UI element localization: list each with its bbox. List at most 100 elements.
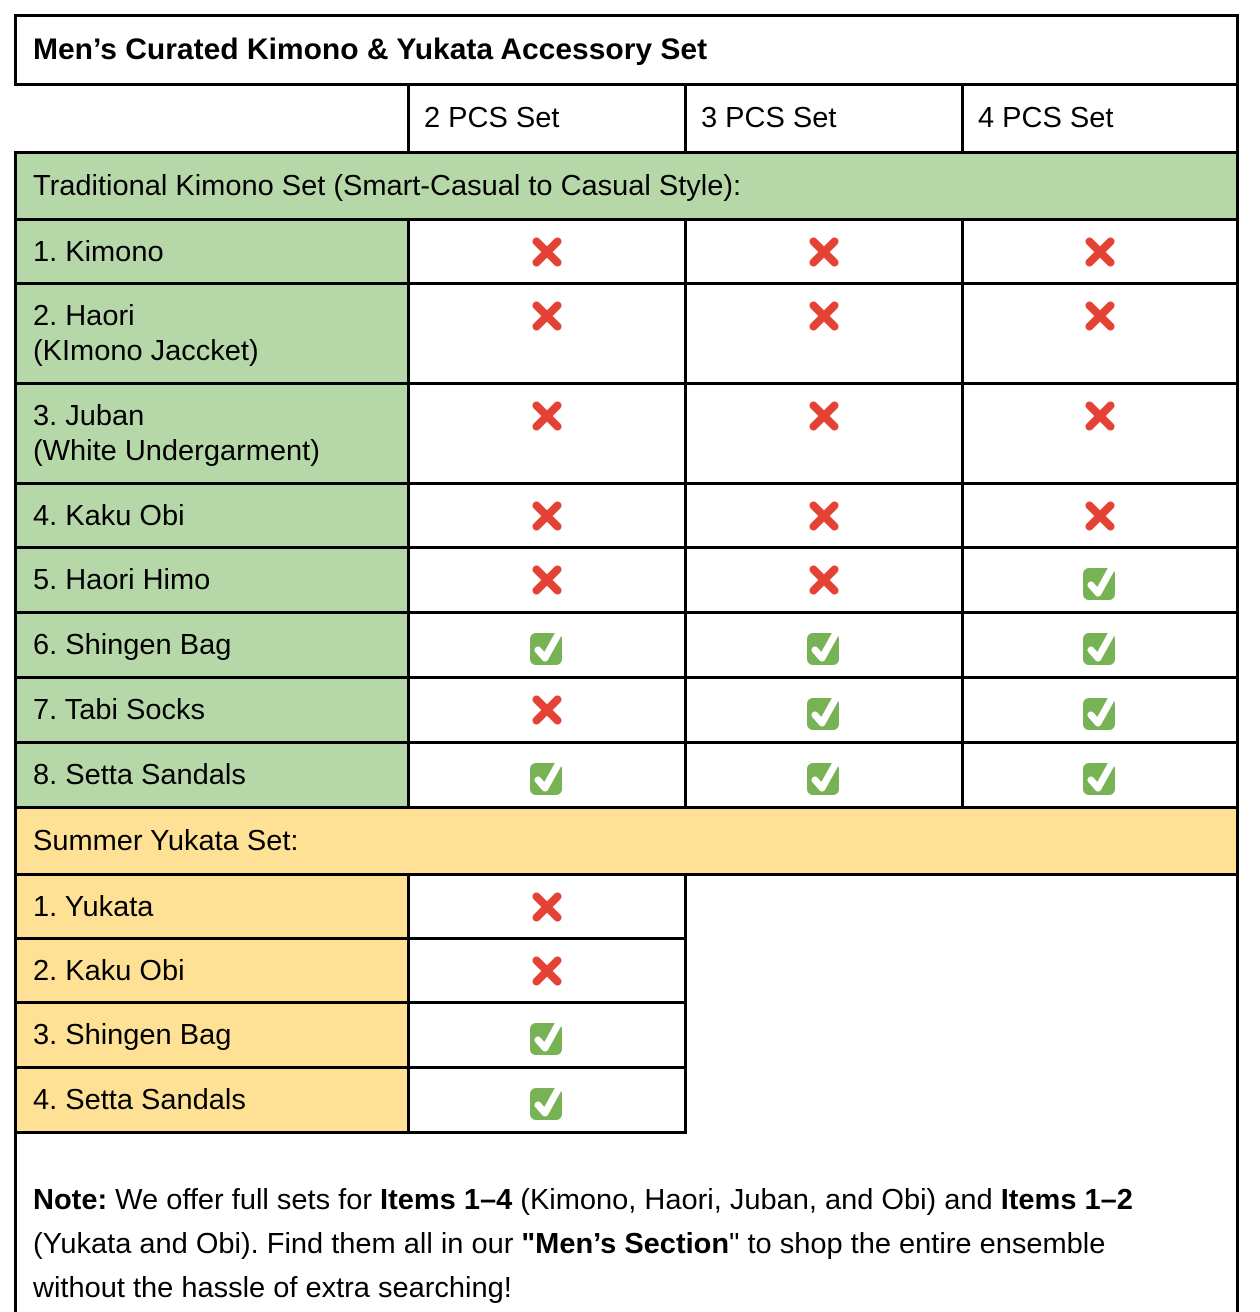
cross-mark-icon xyxy=(532,695,562,725)
row-label: 3. Juban (White Undergarment) xyxy=(14,382,410,485)
cross-mark-icon xyxy=(1085,237,1115,267)
cross-mark-cell xyxy=(960,382,1240,485)
table-row: 7. Tabi Socks xyxy=(14,676,1240,744)
cross-mark-cell xyxy=(960,218,1240,285)
cross-mark-icon xyxy=(532,501,562,531)
note-bold-text: Note: xyxy=(33,1184,108,1216)
check-mark-cell xyxy=(960,676,1240,744)
title-row: Men’s Curated Kimono & Yukata Accessory … xyxy=(13,14,1240,86)
cross-mark-cell xyxy=(407,873,687,940)
check-mark-cell xyxy=(684,611,964,679)
check-mark-cell xyxy=(684,676,964,744)
note-bold-text: Items 1–2 xyxy=(1000,1184,1133,1216)
row-label: 2. Kaku Obi xyxy=(14,937,410,1004)
cross-mark-cell xyxy=(407,282,687,385)
table-row: 3. Juban (White Undergarment) xyxy=(14,382,1240,485)
cross-mark-cell xyxy=(407,382,687,485)
row-label: 7. Tabi Socks xyxy=(14,676,410,744)
row-label: 4. Kaku Obi xyxy=(14,482,410,549)
check-mark-cell xyxy=(407,611,687,679)
check-mark-cell xyxy=(960,611,1240,679)
check-mark-icon xyxy=(1083,562,1117,600)
cross-mark-icon xyxy=(532,956,562,986)
cross-mark-icon xyxy=(809,401,839,431)
note-text: Note: We offer full sets for Items 1–4 (… xyxy=(33,1178,1202,1310)
cross-mark-icon xyxy=(1085,301,1115,331)
note-section: Note: We offer full sets for Items 1–4 (… xyxy=(13,1132,1240,1312)
check-mark-cell xyxy=(960,741,1240,809)
table-row: 1. Yukata xyxy=(14,873,1240,940)
cross-mark-cell xyxy=(684,382,964,485)
row-label: 5. Haori Himo xyxy=(14,546,410,614)
note-regular-text: (Yukata and Obi). Find them all in our xyxy=(33,1228,522,1261)
check-mark-icon xyxy=(530,757,564,795)
row-label: 4. Setta Sandals xyxy=(14,1066,410,1134)
row-label: 3. Shingen Bag xyxy=(14,1001,410,1069)
check-mark-icon xyxy=(1083,757,1117,795)
row-label: 1. Kimono xyxy=(14,218,410,285)
section-header-summer-yukata: Summer Yukata Set: xyxy=(13,806,1240,876)
cross-mark-icon xyxy=(532,237,562,267)
table-row: 4. Kaku Obi xyxy=(14,482,1240,549)
table-row: 6. Shingen Bag xyxy=(14,611,1240,679)
row-label: 2. Haori (KImono Jaccket) xyxy=(14,282,410,385)
note-bold-text: Items 1–4 xyxy=(380,1184,513,1216)
section-band-row: Traditional Kimono Set (Smart-Casual to … xyxy=(13,151,1240,221)
table-row: 2. Kaku Obi xyxy=(14,937,1240,1004)
cross-mark-cell xyxy=(684,546,964,614)
traditional-kimono-section: Traditional Kimono Set (Smart-Casual to … xyxy=(13,151,1240,809)
table-row: 2. Haori (KImono Jaccket) xyxy=(14,282,1240,385)
note-regular-text: " to shop the entire ensemble without th… xyxy=(33,1228,1106,1305)
cross-mark-icon xyxy=(809,565,839,595)
cross-mark-cell xyxy=(407,546,687,614)
empty-region xyxy=(685,1002,1240,1068)
table-row: 8. Setta Sandals xyxy=(14,741,1240,809)
row-label: 6. Shingen Bag xyxy=(14,611,410,679)
check-mark-cell xyxy=(684,741,964,809)
column-header-row: 2 PCS Set 3 PCS Set 4 PCS Set xyxy=(16,83,1240,154)
cross-mark-icon xyxy=(809,501,839,531)
header-spacer-cell xyxy=(16,85,409,153)
row-label: 8. Setta Sandals xyxy=(14,741,410,809)
cross-mark-cell xyxy=(960,482,1240,549)
note-regular-text: We offer full sets for xyxy=(107,1184,381,1216)
note-cell: Note: We offer full sets for Items 1–4 (… xyxy=(13,1132,1240,1312)
cross-mark-icon xyxy=(1085,501,1115,531)
note-row: Note: We offer full sets for Items 1–4 (… xyxy=(13,1132,1240,1312)
check-mark-icon xyxy=(807,627,841,665)
accessory-set-table: Men’s Curated Kimono & Yukata Accessory … xyxy=(13,14,1240,1312)
cross-mark-cell xyxy=(684,282,964,385)
row-label: 1. Yukata xyxy=(14,873,410,940)
check-mark-cell xyxy=(407,741,687,809)
section-band-row: Summer Yukata Set: xyxy=(13,806,1240,876)
cross-mark-icon xyxy=(532,401,562,431)
section-header-traditional-kimono: Traditional Kimono Set (Smart-Casual to … xyxy=(13,151,1240,221)
cross-mark-cell xyxy=(407,676,687,744)
cross-mark-cell xyxy=(684,218,964,285)
check-mark-icon xyxy=(530,1082,564,1120)
title-section: Men’s Curated Kimono & Yukata Accessory … xyxy=(13,14,1240,154)
summer-yukata-section: Summer Yukata Set: 1. Yukata 2. Kaku Obi 3… xyxy=(13,806,1240,1134)
check-mark-icon xyxy=(530,627,564,665)
check-mark-cell xyxy=(407,1001,687,1069)
check-mark-icon xyxy=(807,757,841,795)
column-header-3pcs: 3 PCS Set xyxy=(684,83,964,154)
table-row: 5. Haori Himo xyxy=(14,546,1240,614)
table-row: 3. Shingen Bag xyxy=(14,1001,1240,1069)
cross-mark-icon xyxy=(532,892,562,922)
empty-region xyxy=(685,874,1240,939)
table-row: 1. Kimono xyxy=(14,218,1240,285)
cross-mark-icon xyxy=(809,301,839,331)
cross-mark-cell xyxy=(407,937,687,1004)
check-mark-icon xyxy=(530,1017,564,1055)
cross-mark-icon xyxy=(532,565,562,595)
table-row: 4. Setta Sandals xyxy=(14,1066,1240,1134)
cross-mark-cell xyxy=(960,282,1240,385)
cross-mark-icon xyxy=(532,301,562,331)
column-header-4pcs: 4 PCS Set xyxy=(960,83,1240,154)
check-mark-icon xyxy=(1083,627,1117,665)
note-bold-text: "Men’s Section xyxy=(521,1228,730,1261)
note-regular-text: (Kimono, Haori, Juban, and Obi) and xyxy=(512,1184,1001,1216)
column-header-2pcs: 2 PCS Set xyxy=(407,83,687,154)
